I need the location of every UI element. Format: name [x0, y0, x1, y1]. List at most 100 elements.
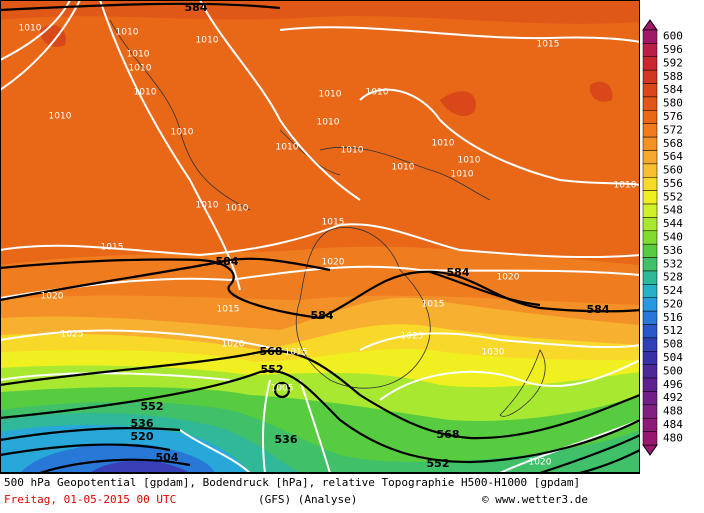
scale-label: 540: [663, 231, 683, 244]
scale-label: 552: [663, 190, 683, 203]
scale-label: 516: [663, 311, 683, 324]
footer-date: Freitag, 01-05-2015 00 UTC: [4, 493, 176, 506]
scale-label: 568: [663, 137, 683, 150]
scale-cell: [642, 43, 658, 58]
scale-label: 492: [663, 391, 683, 404]
scale-label: 592: [663, 56, 683, 69]
scale-label: 528: [663, 271, 683, 284]
contour-label: 520: [131, 430, 154, 443]
isobar: [279, 26, 640, 186]
contour-label: 568: [437, 428, 460, 441]
scale-arrow: [642, 19, 658, 31]
map-frame: [0, 0, 640, 473]
footer-line: 500 hPa Geopotential [gpdam], Bodendruck…: [4, 476, 580, 489]
isobar: [179, 379, 640, 473]
geopotential-line: [0, 257, 541, 307]
contour-label: 1010: [134, 88, 157, 98]
scale-label: 584: [663, 83, 683, 96]
scale-label: 576: [663, 110, 683, 123]
scale-cell: [642, 56, 658, 71]
contour-label: 1010: [317, 118, 340, 128]
scale-cell: [642, 29, 658, 44]
scale-cell: [642, 203, 658, 218]
contour-label: 1010: [276, 143, 299, 153]
scale-label: 580: [663, 97, 683, 110]
footer-credit: © www.wetter3.de: [482, 493, 588, 506]
scale-cell: [642, 417, 658, 432]
contour-label: 1010: [319, 90, 342, 100]
scale-cell: [642, 243, 658, 258]
band: [90, 460, 190, 473]
contour-label: 1015: [101, 243, 124, 253]
scale-cell: [642, 391, 658, 406]
scale-cell: [642, 364, 658, 379]
color-scale: 6005965925885845805765725685645605565525…: [642, 19, 683, 456]
scale-label: 588: [663, 70, 683, 83]
coastline: [296, 227, 431, 389]
contour-label: 584: [447, 266, 470, 279]
geopotential-line: [0, 369, 640, 464]
scale-cell: [642, 190, 658, 205]
contour-label: 584: [216, 255, 239, 268]
contour-label: 568: [260, 345, 283, 358]
contour-label: 1010: [171, 128, 194, 138]
scale-cell: [642, 163, 658, 178]
scale-cell: [642, 337, 658, 352]
contour-label: 584: [311, 309, 334, 322]
scale-cell: [642, 150, 658, 165]
geopotential-line: [0, 426, 640, 473]
scale-cell: [642, 69, 658, 84]
scale-cell: [642, 257, 658, 272]
contour-label: 1010: [341, 146, 364, 156]
isobar: [0, 223, 640, 259]
scale-cell: [642, 310, 658, 325]
geopotential-line: [0, 2, 640, 320]
scale-cell: [642, 297, 658, 312]
map-area: [0, 0, 640, 473]
contour-label: 1010: [614, 181, 637, 191]
band: [0, 0, 640, 24]
contour-label: 1010: [451, 170, 474, 180]
contour-label: 1010: [196, 36, 219, 46]
scale-cell: [642, 431, 658, 446]
scale-cell: [642, 83, 658, 98]
contour-label: 1020: [529, 458, 552, 468]
scale-label: 524: [663, 284, 683, 297]
scale-cell: [642, 377, 658, 392]
contour-label: 1015: [217, 305, 240, 315]
contour-label: 1030: [482, 348, 505, 358]
contour-label: 552: [261, 363, 284, 376]
contour-label: 1025: [401, 332, 424, 342]
contour-label: 1010: [19, 24, 42, 34]
scale-cell: [642, 177, 658, 191]
scale-label: 556: [663, 177, 683, 190]
scale-label: 512: [663, 324, 683, 337]
isobar: [0, 0, 361, 291]
scale-label: 496: [663, 378, 683, 391]
contour-label: 584: [185, 1, 208, 14]
coastline: [499, 349, 546, 417]
scale-cell: [642, 110, 658, 124]
contour-label: 1020: [322, 258, 345, 268]
scale-cell: [642, 404, 658, 419]
contour-label: 1010: [366, 88, 389, 98]
scale-label: 572: [663, 123, 683, 136]
scale-label: 504: [663, 351, 683, 364]
footer-model: (GFS) (Analyse): [258, 493, 357, 506]
scale-label: 520: [663, 297, 683, 310]
contour-label: 1015: [537, 40, 560, 50]
low-center: [273, 381, 291, 399]
scale-cell: [642, 136, 658, 151]
contour-label: 1010: [116, 28, 139, 38]
scale-label: 548: [663, 204, 683, 217]
scale-cell: [642, 351, 658, 365]
contour-label: 1010: [226, 204, 249, 214]
scale-label: 536: [663, 244, 683, 257]
scale-label: 500: [663, 364, 683, 377]
scale-label: 544: [663, 217, 683, 230]
scale-label: 532: [663, 257, 683, 270]
scale-cell: [642, 96, 658, 111]
scale-cell: [642, 284, 658, 298]
contour-label: 1020: [222, 340, 245, 350]
